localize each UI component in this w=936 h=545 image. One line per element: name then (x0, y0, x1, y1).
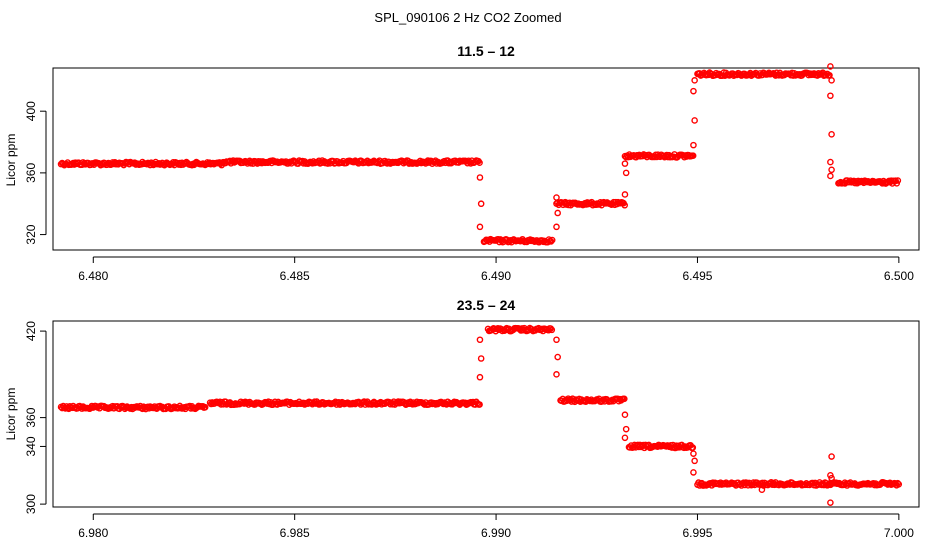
data-point (477, 355, 485, 362)
data-point (689, 152, 697, 160)
data-point (476, 223, 484, 231)
data-point (553, 371, 560, 378)
panel-top-title: 11.5 – 12 (457, 43, 515, 59)
data-point (634, 152, 642, 160)
data-point (621, 201, 628, 209)
panel-top: 11.5 – 12 Licor ppm 6.480 6.485 6.490 6.495… (4, 43, 920, 283)
data-point (553, 223, 560, 231)
data-point (894, 177, 902, 184)
figure-title: SPL_090106 2 Hz CO2 Zoomed (374, 10, 561, 25)
data-point (828, 453, 835, 460)
panel-bottom-frame (52, 320, 920, 508)
panel-bottom-xtick-label: 7.000 (884, 526, 914, 540)
panel-top-ytick-label: 320 (24, 224, 38, 244)
data-point (553, 336, 560, 344)
data-point (476, 174, 484, 181)
data-point (621, 395, 628, 403)
data-point (548, 236, 556, 244)
data-point (690, 141, 697, 149)
panel-top-frame (52, 67, 920, 251)
panel-bottom-points (57, 324, 903, 506)
data-point (691, 77, 698, 84)
data-point (621, 160, 629, 167)
panel-top-ytick-label: 400 (24, 101, 38, 121)
panel-bottom-xtick-label: 6.980 (78, 526, 108, 540)
data-point (827, 158, 834, 166)
data-point (827, 499, 834, 506)
data-point (691, 117, 698, 124)
data-point (476, 401, 483, 408)
data-point (827, 92, 834, 100)
panel-bottom-ytick-label: 300 (24, 494, 38, 514)
panel-top-xtick-label: 6.500 (884, 269, 914, 283)
data-point (548, 326, 556, 334)
data-point (827, 172, 834, 180)
panel-bottom-ytick-label: 340 (24, 436, 38, 456)
data-point (616, 395, 624, 403)
panel-top-xtick-label: 6.490 (481, 269, 511, 283)
panel-top-points (57, 63, 902, 246)
panel-top-xtick-label: 6.495 (682, 269, 712, 283)
panel-bottom-xtick-label: 6.995 (682, 526, 712, 540)
data-point (476, 336, 484, 344)
data-point (622, 169, 630, 177)
data-point (690, 450, 697, 457)
panel-top-xtick-label: 6.480 (78, 269, 108, 283)
data-point (201, 403, 209, 411)
panel-top-ylabel: Licor ppm (4, 134, 18, 187)
panel-top-ytick-label: 360 (24, 163, 38, 183)
data-point (621, 191, 629, 198)
panel-top-xtick-label: 6.485 (280, 269, 310, 283)
data-point (828, 474, 835, 482)
panel-bottom-title: 23.5 – 24 (457, 297, 516, 313)
data-point (828, 77, 835, 84)
panel-bottom-ylabel: Licor ppm (4, 388, 18, 441)
panel-top-axes: 6.480 6.485 6.490 6.495 6.500 320 360 400 (24, 101, 914, 283)
panel-bottom: 23.5 – 24 Licor ppm 6.980 6.985 6.990 6.995… (4, 297, 920, 540)
data-point (828, 131, 835, 138)
data-point (477, 200, 485, 208)
data-point (828, 166, 835, 174)
data-point (476, 373, 484, 381)
panel-bottom-axes: 6.980 6.985 6.990 6.995 7.000 300 340 360 420 (24, 321, 914, 540)
data-point (758, 486, 766, 494)
data-point (691, 457, 698, 465)
data-point (690, 469, 697, 476)
data-point (894, 479, 901, 487)
data-point (622, 425, 630, 433)
panel-bottom-xtick-label: 6.985 (280, 526, 310, 540)
data-point (895, 481, 903, 488)
data-point (621, 411, 629, 419)
data-point (476, 159, 483, 167)
panel-bottom-xtick-label: 6.990 (481, 526, 511, 540)
data-point (690, 87, 697, 95)
panel-bottom-ytick-label: 420 (24, 321, 38, 341)
panel-bottom-ytick-label: 360 (24, 407, 38, 427)
data-point (554, 353, 561, 361)
data-point (689, 444, 697, 451)
data-point (827, 63, 834, 70)
data-point (621, 434, 629, 442)
data-point (554, 209, 561, 217)
data-point (553, 194, 560, 201)
